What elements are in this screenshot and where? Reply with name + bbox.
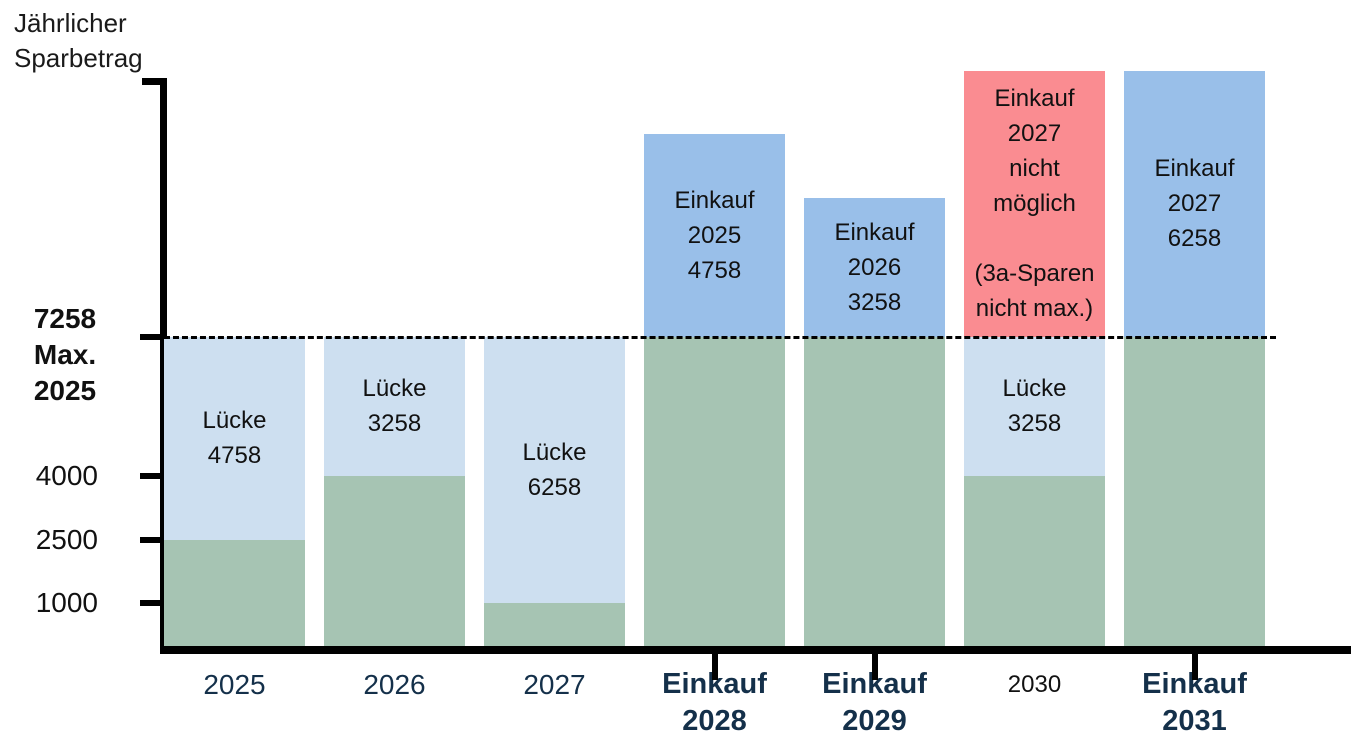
x-label-2027: 2027 xyxy=(523,669,586,700)
bar-segment-label: Lücke 4758 xyxy=(202,407,267,470)
bar-segment-luecke: Lücke 3258 xyxy=(324,337,465,476)
y-tick-label-2500: 2500 xyxy=(35,523,98,555)
y-tick-mark-4000 xyxy=(140,472,160,479)
reference-dashed-line xyxy=(164,336,1276,339)
bar-segment-einkauf-blocked: Einkauf 2027 nicht möglich (3a-Sparen ni… xyxy=(964,70,1105,337)
y-tick-label-1000: 1000 xyxy=(35,587,98,619)
x-axis-tick xyxy=(1191,654,1198,680)
x-axis-line xyxy=(160,646,1351,654)
bar-segment-luecke: Lücke 3258 xyxy=(964,337,1105,476)
bar-segment-einkauf: Einkauf 2026 3258 xyxy=(804,198,945,337)
bar-segment-sparen xyxy=(1124,337,1265,646)
x-axis-tick xyxy=(711,654,718,680)
bar-segment-sparen xyxy=(644,337,785,646)
bar-segment-label: Einkauf 2027 nicht möglich (3a-Sparen ni… xyxy=(974,85,1095,323)
y-tick-mark-2500 xyxy=(140,536,160,543)
y-axis-title: Jährlicher Sparbetrag xyxy=(14,8,143,73)
bar-segment-luecke: Lücke 4758 xyxy=(164,337,305,540)
bar-segment-sparen xyxy=(164,539,305,646)
y-tick-mark-max xyxy=(140,334,160,340)
bar-segment-luecke: Lücke 6258 xyxy=(484,337,625,604)
x-label-2030: 2030 xyxy=(1007,671,1062,698)
bar-segment-label: Lücke 3258 xyxy=(1002,375,1067,438)
bar-segment-einkauf: Einkauf 2025 4758 xyxy=(644,134,785,337)
x-label-einkauf-2031: Einkauf 2031 xyxy=(1142,668,1247,737)
bar-segment-sparen xyxy=(484,603,625,646)
y-tick-mark-1000 xyxy=(140,600,160,607)
bar-segment-label: Einkauf 2027 6258 xyxy=(1154,155,1235,253)
bar-segment-label: Einkauf 2026 3258 xyxy=(834,219,915,317)
bar-segment-label: Lücke 3258 xyxy=(362,375,427,438)
bar-segment-label: Lücke 6258 xyxy=(522,439,587,502)
bar-segment-sparen xyxy=(804,337,945,646)
bar-segment-einkauf: Einkauf 2027 6258 xyxy=(1124,70,1265,337)
y-axis-top-tick xyxy=(142,78,167,85)
y-max-label: 7258 Max. 2025 xyxy=(33,303,97,406)
bar-segment-sparen xyxy=(324,475,465,646)
x-axis-tick xyxy=(871,654,878,680)
y-axis-line xyxy=(160,78,167,654)
x-label-2026: 2026 xyxy=(363,669,426,700)
bar-segment-label: Einkauf 2025 4758 xyxy=(674,187,755,285)
x-label-2025: 2025 xyxy=(203,669,266,700)
y-tick-label-4000: 4000 xyxy=(35,459,98,491)
bar-segment-sparen xyxy=(964,475,1105,646)
